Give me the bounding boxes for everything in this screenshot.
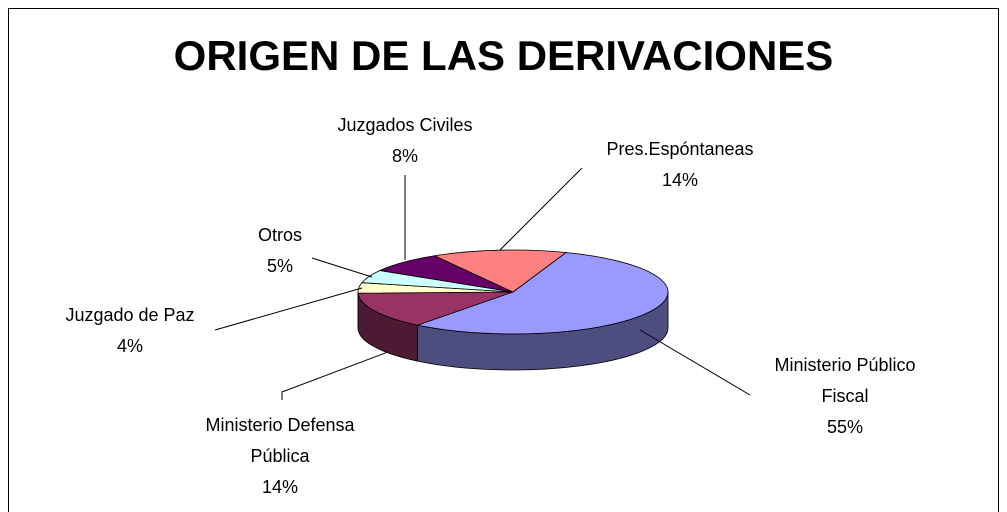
leader-line xyxy=(214,287,363,331)
category-label: Pres.Espóntaneas xyxy=(606,139,754,159)
pie-slice xyxy=(416,252,669,335)
value-label: 5% xyxy=(266,256,293,276)
slice-label: Pres.Espóntaneas 14% xyxy=(580,134,780,196)
value-label: 14% xyxy=(261,477,299,497)
chart-title: ORIGEN DE LAS DERIVACIONES xyxy=(173,32,834,79)
value-label: 55% xyxy=(826,417,864,437)
value-label: 4% xyxy=(116,336,143,356)
category-label: Ministerio Público Fiscal xyxy=(774,355,916,406)
leader-line xyxy=(499,167,583,251)
category-label: Otros xyxy=(257,225,302,245)
leader-line xyxy=(639,329,751,396)
slice-label: Ministerio Público Fiscal 55% xyxy=(755,350,935,443)
leader-line xyxy=(311,257,373,278)
slice-label: Juzgado de Paz 4% xyxy=(40,300,220,362)
value-label: 14% xyxy=(661,170,699,190)
slice-label: Juzgados Civiles 8% xyxy=(305,110,505,172)
category-label: Ministerio Defensa Pública xyxy=(205,415,355,466)
slice-label: Ministerio Defensa Pública 14% xyxy=(180,410,380,503)
pie-slice xyxy=(433,249,568,293)
category-label: Juzgado de Paz xyxy=(65,305,195,325)
value-label: 8% xyxy=(391,146,418,166)
pie-slice xyxy=(357,291,514,326)
frame xyxy=(8,8,999,512)
slice-label: Otros 5% xyxy=(230,220,330,282)
category-label: Juzgados Civiles xyxy=(337,115,473,135)
leader-line xyxy=(281,351,389,400)
